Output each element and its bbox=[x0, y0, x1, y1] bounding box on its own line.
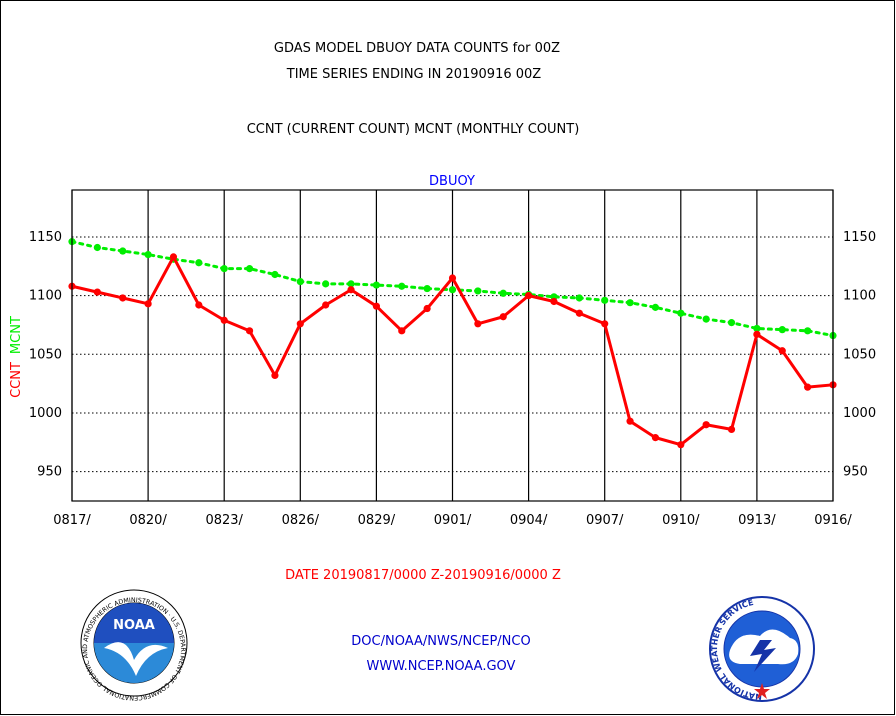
y-tick-label-left: 1000 bbox=[29, 406, 62, 421]
ccnt-point bbox=[296, 320, 304, 328]
y-tick-label-right: 1050 bbox=[843, 347, 876, 362]
y-tick-label-right: 1100 bbox=[843, 289, 876, 304]
x-tick-label: 0826/ bbox=[282, 513, 320, 528]
org-path: DOC/NOAA/NWS/NCEP/NCO bbox=[351, 634, 530, 649]
y-tick-label-left: 950 bbox=[37, 465, 62, 480]
plot-frame bbox=[71, 189, 834, 502]
ccnt-point bbox=[347, 286, 355, 294]
mcnt-point bbox=[753, 324, 761, 333]
ccnt-point bbox=[195, 301, 203, 309]
ccnt-point bbox=[144, 300, 152, 308]
y-tick-label-left: 1050 bbox=[29, 347, 62, 362]
panel-label: DBUOY bbox=[429, 174, 475, 189]
x-tick-label: 0916/ bbox=[814, 513, 852, 528]
mcnt-point bbox=[119, 247, 127, 255]
mcnt-point bbox=[575, 294, 583, 302]
ccnt-point bbox=[271, 371, 279, 380]
x-tick-label: 0910/ bbox=[662, 513, 700, 528]
mcnt-point bbox=[778, 326, 786, 334]
chart-subtitle: CCNT (CURRENT COUNT) MCNT (MONTHLY COUNT… bbox=[247, 122, 580, 137]
chart-title-line1: GDAS MODEL DBUOY DATA COUNTS for 00Z bbox=[274, 41, 560, 56]
nws-logo: NATIONAL WEATHER SERVICE bbox=[709, 596, 815, 702]
mcnt-point bbox=[601, 296, 609, 304]
x-tick-label: 0907/ bbox=[586, 513, 624, 528]
ccnt-point bbox=[93, 288, 101, 296]
mcnt-point bbox=[677, 309, 685, 317]
mcnt-point bbox=[804, 327, 812, 335]
mcnt-point bbox=[499, 289, 507, 297]
mcnt-point bbox=[398, 282, 406, 290]
mcnt-point bbox=[372, 281, 380, 289]
mcnt-point bbox=[702, 315, 710, 323]
mcnt-point bbox=[423, 284, 431, 293]
mcnt-point bbox=[220, 265, 228, 273]
mcnt-point bbox=[474, 287, 482, 295]
ccnt-point bbox=[778, 347, 786, 355]
date-range: DATE 20190817/0000 Z-20190916/0000 Z bbox=[285, 568, 561, 583]
mcnt-point bbox=[448, 286, 457, 294]
mcnt-point bbox=[271, 270, 279, 279]
ccnt-point bbox=[727, 425, 736, 434]
mcnt-point bbox=[626, 299, 634, 307]
ccnt-point bbox=[474, 320, 482, 328]
mcnt-point bbox=[296, 277, 304, 286]
mcnt-point bbox=[93, 243, 101, 252]
mcnt-point bbox=[322, 280, 330, 288]
x-tick-label: 0913/ bbox=[738, 513, 776, 528]
ccnt-point bbox=[119, 294, 127, 302]
mcnt-point bbox=[347, 280, 355, 288]
y-tick-label-right: 950 bbox=[843, 465, 868, 480]
ccnt-point bbox=[753, 330, 761, 338]
ccnt-point bbox=[448, 274, 457, 282]
ccnt-point bbox=[601, 320, 609, 328]
ccnt-point bbox=[169, 253, 178, 261]
axis-layer: 950 950 1000 1000 1050 1050 1100 1100 1150 1150 08… bbox=[29, 189, 876, 528]
x-tick-label: 0829/ bbox=[358, 513, 396, 528]
website: WWW.NCEP.NOAA.GOV bbox=[367, 659, 516, 674]
y-tick-label-right: 1000 bbox=[843, 406, 876, 421]
mcnt-point bbox=[245, 265, 254, 273]
y-tick-label-left: 1100 bbox=[29, 289, 62, 304]
x-tick-label: 0820/ bbox=[129, 513, 167, 528]
y-axis-label-ccnt: CCNT bbox=[9, 362, 24, 398]
ccnt-point bbox=[372, 302, 380, 310]
noaa-logo-text: NOAA bbox=[113, 618, 155, 633]
ccnt-point bbox=[322, 301, 330, 309]
ccnt-point bbox=[651, 434, 660, 442]
ccnt-point bbox=[220, 316, 228, 324]
mcnt-point bbox=[651, 303, 660, 311]
chart-title-line2: TIME SERIES ENDING IN 20190916 00Z bbox=[286, 67, 542, 82]
grid-layer bbox=[71, 190, 834, 501]
mcnt-point bbox=[727, 319, 736, 327]
x-tick-label: 0901/ bbox=[434, 513, 472, 528]
ccnt-point bbox=[550, 297, 558, 306]
noaa-logo: NATIONAL OCEANIC AND ATMOSPHERIC ADMINIS… bbox=[80, 589, 188, 701]
ccnt-point bbox=[575, 309, 583, 317]
ccnt-point bbox=[525, 292, 533, 300]
y-axis-label-mcnt: MCNT bbox=[9, 316, 24, 354]
mcnt-point bbox=[195, 259, 203, 267]
ccnt-point bbox=[423, 304, 431, 313]
mcnt-point bbox=[144, 250, 152, 259]
ccnt-point bbox=[702, 421, 710, 429]
x-tick-label: 0904/ bbox=[510, 513, 548, 528]
ccnt-point bbox=[499, 313, 507, 321]
x-tick-label: 0817/ bbox=[53, 513, 91, 528]
ccnt-point bbox=[245, 327, 254, 335]
ccnt-point bbox=[398, 327, 406, 335]
y-axis-label: CCNT MCNT bbox=[9, 316, 24, 398]
x-tick-label: 0823/ bbox=[205, 513, 243, 528]
ccnt-point bbox=[626, 417, 634, 425]
ccnt-point bbox=[677, 441, 685, 449]
y-tick-label-left: 1150 bbox=[29, 230, 62, 245]
series-layer bbox=[68, 238, 837, 449]
y-tick-label-right: 1150 bbox=[843, 230, 876, 245]
ccnt-point bbox=[804, 383, 812, 391]
